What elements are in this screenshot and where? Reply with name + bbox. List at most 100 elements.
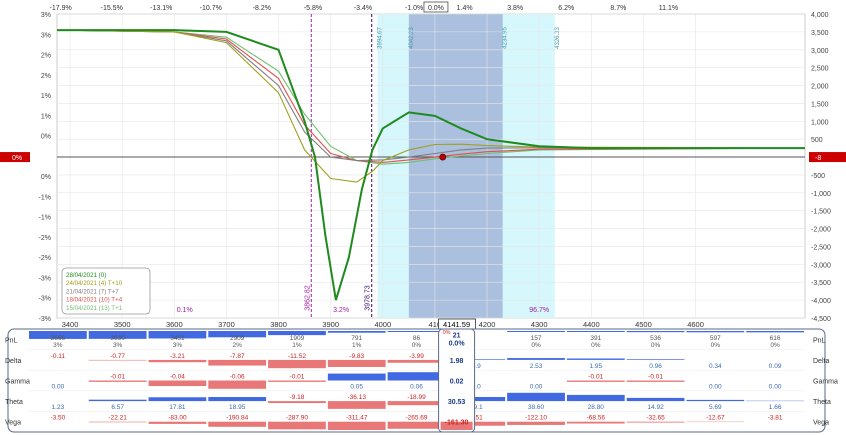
x-tick-3: 3700 — [218, 320, 235, 329]
pnl-value-6: 86 — [413, 335, 421, 342]
greek-cursor-pnl-pct: 0.0% — [449, 340, 466, 347]
greek-cursor-1: 1.98 — [450, 358, 464, 365]
pnl-pct-3: 2% — [232, 342, 242, 349]
greek-value-1-0: -0.11 — [51, 353, 66, 360]
greek-bar-4-9 — [566, 421, 625, 424]
greek-bar-2-6 — [387, 372, 446, 381]
greek-value-3-8: 38.60 — [528, 404, 545, 411]
greek-value-4-0: -3.50 — [50, 415, 65, 422]
cursor-x-label: 4141.59 — [443, 320, 470, 329]
pnl-pct-0: 3% — [53, 342, 63, 349]
greek-bar-3-3 — [208, 397, 267, 402]
greek-value-2-4: -0.01 — [290, 374, 305, 381]
top-pct-7: -1.0% — [405, 5, 423, 12]
left-tick-9: -1% — [39, 194, 51, 201]
greek-cursor-column — [438, 328, 476, 433]
greek-bar-1-6 — [387, 359, 446, 363]
x-tick-12: 4600 — [687, 320, 704, 329]
left-tick-1: 3% — [41, 32, 51, 39]
x-tick-5: 3900 — [322, 320, 339, 329]
greek-bar-1-3 — [208, 359, 267, 366]
greek-value-1-8: 2.53 — [530, 363, 543, 370]
pnl-pct-5: 1% — [352, 342, 362, 349]
greek-value-3-10: 14.92 — [647, 404, 664, 411]
greek-bar-4-4 — [268, 421, 326, 430]
greek-bar-1-9 — [566, 358, 625, 360]
greek-right-label-1: Delta — [813, 358, 829, 365]
legend-item-3: 18/04/2021 (10) T+4 — [66, 297, 123, 304]
greek-value-3-12: 1.66 — [769, 404, 782, 411]
region-pct-1: 3.2% — [333, 307, 349, 314]
greek-right-label-4: Vega — [813, 420, 829, 427]
right-tick-16: -4,000 — [811, 298, 831, 305]
pnl-value-4: 1909 — [290, 335, 305, 342]
greek-value-4-8: -122.10 — [525, 415, 547, 422]
greek-value-1-7: 0.9 — [472, 363, 481, 370]
greek-bar-4-2 — [148, 421, 207, 424]
x-tick-0: 3400 — [62, 320, 79, 329]
right-tick-2: 3,000 — [811, 48, 829, 55]
pnl-bar-1 — [88, 331, 147, 339]
x-tick-7: 410 — [429, 320, 442, 329]
pnl-bar-2 — [148, 331, 207, 339]
top-pct-8: 0.0% — [428, 5, 444, 12]
x-tick-11: 4500 — [635, 320, 652, 329]
legend-box — [61, 267, 151, 315]
greek-cursor-3: 30.53 — [448, 399, 466, 406]
pnl-bar-4 — [268, 331, 326, 336]
region-pct-0: 0.1% — [177, 307, 193, 314]
x-tick-9: 4300 — [531, 320, 548, 329]
legend-item-2: 21/04/2021 (7) T+7 — [66, 288, 119, 295]
greek-value-1-2: -3.21 — [170, 353, 185, 360]
greek-value-1-12: 0.09 — [769, 363, 782, 370]
greek-cursor-4: -161.30 — [445, 420, 469, 427]
pnl-pct-9: 0% — [591, 342, 601, 349]
right-tick-12: -2,000 — [811, 227, 831, 234]
pnl-pct-10: 0% — [651, 342, 661, 349]
greek-value-1-9: 1.95 — [589, 363, 602, 370]
greek-bar-2-4 — [268, 380, 326, 382]
vline-label-0: 3862.82 — [304, 285, 311, 310]
greek-value-1-5: -9.83 — [349, 353, 364, 360]
greek-value-4-10: -32.65 — [646, 415, 665, 422]
left-tick-5: 1% — [41, 113, 51, 120]
pnl-pct-6: 0% — [412, 342, 422, 349]
band-1 — [408, 14, 503, 318]
greek-value-4-12: -3.81 — [768, 415, 783, 422]
pnl-pct-1: 3% — [113, 342, 123, 349]
greek-value-3-6: -18.99 — [407, 394, 426, 401]
greek-bar-2-5 — [327, 373, 386, 381]
left-tick-11: -2% — [39, 235, 51, 242]
right-tick-17: -4,500 — [811, 316, 831, 323]
greek-bar-4-8 — [507, 421, 565, 425]
greek-value-2-8: 0.00 — [530, 384, 543, 391]
pnl-bar-5 — [327, 331, 386, 333]
x-tick-1: 3500 — [114, 320, 131, 329]
greek-value-3-9: 28.80 — [588, 404, 605, 411]
right-tick-9: -500 — [811, 173, 825, 180]
legend-item-1: 24/04/2021 (4) T+10 — [66, 280, 123, 287]
greek-bar-3-11 — [686, 399, 745, 402]
pnl-value-2: 3451 — [170, 335, 185, 342]
greek-right-label-3: Theta — [813, 399, 831, 406]
greek-bar-1-1 — [88, 359, 147, 361]
right-tick-3: 2,500 — [811, 66, 829, 73]
left-tick-3: 2% — [41, 73, 51, 80]
left-tick-12: -2% — [39, 255, 51, 262]
pnl-bar-11 — [686, 331, 745, 333]
greek-value-1-11: 0.34 — [709, 363, 722, 370]
greek-bar-4-3 — [208, 421, 267, 427]
pnl-value-1: 3630 — [110, 335, 125, 342]
greek-bar-2-2 — [148, 380, 207, 387]
greek-value-3-11: 5.69 — [709, 404, 722, 411]
top-pct-9: 1.4% — [457, 5, 473, 12]
top-pct-12: 8.7% — [610, 5, 626, 12]
left-tick-8: 0% — [41, 174, 51, 181]
left-tick-0: 3% — [41, 12, 51, 19]
top-pct-6: -3.4% — [354, 5, 372, 12]
greek-value-3-2: 17.81 — [169, 404, 186, 411]
greek-value-2-3: -0.06 — [230, 374, 245, 381]
greek-right-label-2: Gamma — [813, 379, 838, 386]
greek-value-1-4: -11.52 — [288, 353, 306, 360]
